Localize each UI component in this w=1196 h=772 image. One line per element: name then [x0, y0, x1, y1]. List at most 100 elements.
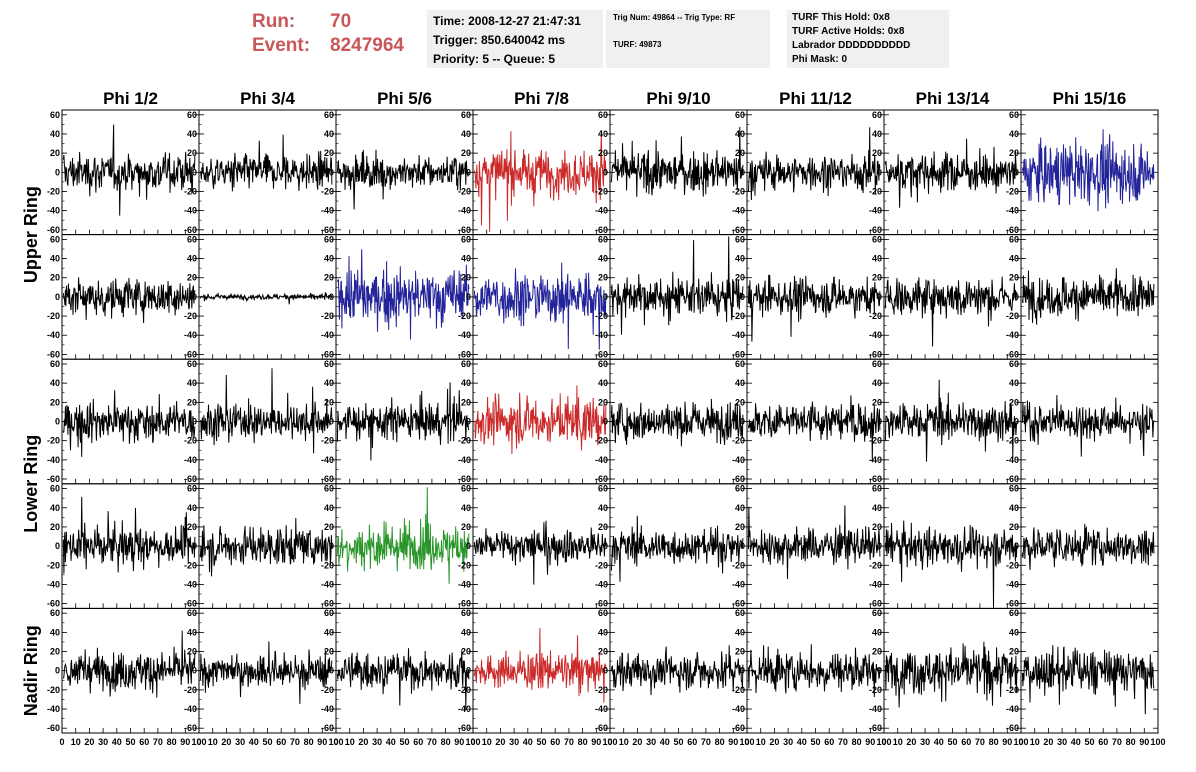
y-tick-label: -40	[458, 330, 471, 340]
x-tick-label: 60	[824, 737, 834, 747]
y-tick-label: 0	[740, 417, 745, 427]
y-tick-label: -20	[1006, 436, 1019, 446]
y-tick-label: 40	[461, 378, 471, 388]
y-tick-label: -40	[595, 330, 608, 340]
y-tick-label: 40	[187, 254, 197, 264]
y-tick-label: -60	[184, 225, 197, 235]
run-value: 70	[330, 11, 352, 32]
y-tick-label: -20	[595, 186, 608, 196]
y-tick-label: -20	[47, 311, 60, 321]
y-tick-label: 60	[735, 484, 745, 494]
y-tick-label: 0	[466, 417, 471, 427]
x-tick-label: 60	[550, 737, 560, 747]
y-tick-label: 20	[461, 273, 471, 283]
run-label: Run:	[252, 11, 296, 32]
y-tick-label: -20	[732, 560, 745, 570]
trig-info-box: Trig Num: 49864 -- Trig Type: RF TURF: 4…	[606, 10, 770, 68]
y-tick-label: 0	[466, 666, 471, 676]
y-tick-label: 20	[598, 397, 608, 407]
y-tick-label: -60	[1006, 225, 1019, 235]
y-tick-label: 20	[187, 522, 197, 532]
x-tick-label: 10	[1030, 737, 1040, 747]
y-tick-label: -20	[321, 685, 334, 695]
y-tick-label: -40	[321, 330, 334, 340]
y-tick-label: 0	[1014, 541, 1019, 551]
y-tick-label: -40	[869, 579, 882, 589]
y-tick-label: -60	[869, 225, 882, 235]
y-tick-label: 20	[598, 148, 608, 158]
y-tick-label: -60	[321, 225, 334, 235]
y-tick-label: 0	[329, 666, 334, 676]
x-tick-label: 60	[687, 737, 697, 747]
y-tick-label: -20	[732, 436, 745, 446]
y-tick-label: 40	[872, 129, 882, 139]
y-tick-label: 40	[598, 129, 608, 139]
y-tick-label: -60	[321, 474, 334, 484]
y-tick-label: -60	[458, 474, 471, 484]
x-tick-label: 40	[112, 737, 122, 747]
y-tick-label: 60	[461, 110, 471, 120]
x-tick-label: 50	[1084, 737, 1094, 747]
y-tick-label: -60	[47, 599, 60, 609]
y-tick-label: 40	[598, 627, 608, 637]
y-tick-label: 20	[872, 647, 882, 657]
waveform-trace	[62, 124, 196, 216]
x-tick-label: 90	[454, 737, 464, 747]
y-tick-label: 60	[50, 234, 60, 244]
x-tick-label: 90	[728, 737, 738, 747]
y-tick-label: -60	[595, 723, 608, 733]
x-tick-label: 70	[701, 737, 711, 747]
x-tick-label: 80	[167, 737, 177, 747]
x-tick-label: 10	[619, 737, 629, 747]
y-tick-label: -20	[869, 436, 882, 446]
y-tick-label: 20	[324, 647, 334, 657]
y-tick-label: 40	[1009, 254, 1019, 264]
x-tick-label: 90	[865, 737, 875, 747]
y-tick-label: 20	[50, 397, 60, 407]
priority-text: Priority: 5 -- Queue: 5	[433, 52, 556, 66]
y-tick-label: 20	[187, 647, 197, 657]
y-tick-label: 20	[461, 397, 471, 407]
y-tick-label: -40	[869, 206, 882, 216]
y-tick-label: 60	[598, 234, 608, 244]
y-tick-label: -40	[732, 330, 745, 340]
column-title: Phi 11/12	[779, 89, 852, 108]
y-tick-label: -60	[47, 349, 60, 359]
x-tick-label: 40	[797, 737, 807, 747]
column-title: Phi 3/4	[240, 89, 295, 108]
trigger-text: Trigger: 850.640042 ms	[433, 33, 566, 47]
y-tick-label: -60	[321, 723, 334, 733]
y-tick-label: 60	[1009, 608, 1019, 618]
y-tick-label: 40	[1009, 627, 1019, 637]
y-tick-label: -20	[1006, 311, 1019, 321]
x-tick-label: 90	[180, 737, 190, 747]
waveform-trace	[473, 520, 607, 585]
y-tick-label: 20	[324, 273, 334, 283]
waveform-trace	[610, 515, 744, 582]
time-info-box: Time: 2008-12-27 21:47:31 Trigger: 850.6…	[427, 10, 603, 68]
waveform-trace	[1021, 395, 1155, 457]
run-event-box: Run: 70 Event: 8247964	[252, 10, 404, 58]
y-tick-label: 20	[735, 397, 745, 407]
y-tick-label: 40	[461, 627, 471, 637]
x-tick-label: 20	[84, 737, 94, 747]
y-tick-label: 20	[735, 647, 745, 657]
y-tick-label: 40	[461, 503, 471, 513]
y-tick-label: -20	[47, 436, 60, 446]
y-tick-label: -60	[184, 599, 197, 609]
y-tick-label: 0	[192, 167, 197, 177]
y-tick-label: 60	[1009, 359, 1019, 369]
ring-label: Upper Ring	[21, 186, 41, 283]
waveform-trace	[747, 274, 881, 342]
y-tick-label: 0	[1014, 417, 1019, 427]
x-tick-label: 0	[607, 737, 612, 747]
y-tick-label: 60	[324, 234, 334, 244]
y-tick-label: 60	[324, 110, 334, 120]
y-tick-label: -60	[1006, 723, 1019, 733]
y-tick-label: 20	[187, 397, 197, 407]
waveform-trace	[610, 645, 744, 696]
y-tick-label: 60	[598, 359, 608, 369]
y-tick-label: 0	[1014, 292, 1019, 302]
x-tick-label: 80	[715, 737, 725, 747]
y-tick-label: -40	[869, 704, 882, 714]
